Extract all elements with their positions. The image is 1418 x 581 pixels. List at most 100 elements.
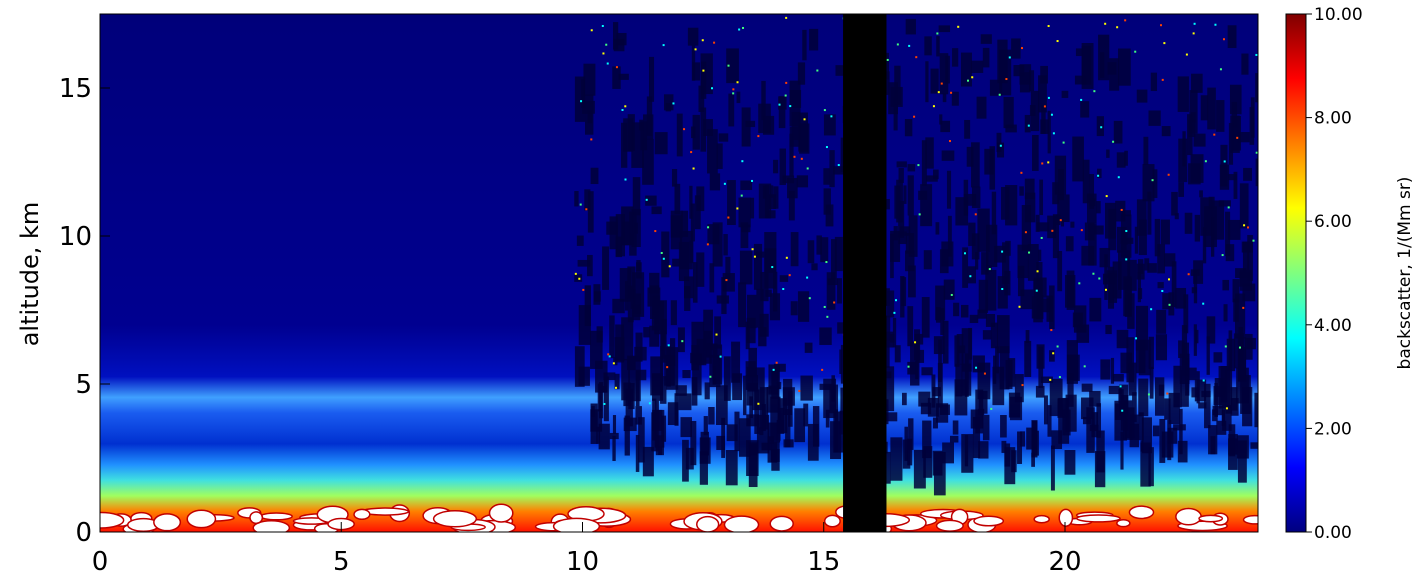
noise-patch (827, 278, 838, 286)
noise-speckle (974, 213, 977, 216)
noise-patch (1005, 185, 1018, 226)
noise-patch (743, 375, 747, 416)
noise-patch (1122, 232, 1128, 245)
noise-patch (1001, 440, 1007, 453)
noise-patch (967, 266, 976, 284)
noise-patch (753, 243, 763, 290)
noise-patch (996, 132, 1002, 152)
noise-patch (1089, 174, 1095, 209)
noise-patch (747, 294, 757, 329)
x-tick-label: 15 (807, 547, 840, 577)
noise-patch (1207, 87, 1216, 130)
noise-patch (613, 38, 625, 52)
noise-speckle (727, 64, 730, 67)
noise-speckle (1135, 337, 1138, 340)
noise-patch (1039, 179, 1044, 216)
noise-patch (685, 447, 694, 470)
noise-patch (978, 279, 989, 313)
noise-patch (995, 346, 999, 374)
noise-patch (597, 383, 603, 412)
noise-speckle (757, 135, 760, 138)
noise-patch (774, 363, 786, 372)
noise-patch (809, 28, 819, 51)
noise-patch (790, 232, 799, 267)
noise-patch (820, 237, 829, 263)
noise-speckle (785, 16, 788, 19)
noise-patch (1168, 292, 1175, 316)
noise-patch (1096, 403, 1102, 438)
saturated-blob (1128, 505, 1155, 520)
noise-patch (1112, 261, 1122, 299)
noise-patch (1106, 149, 1110, 158)
noise-patch (773, 159, 779, 174)
noise-patch (788, 391, 793, 427)
noise-patch (1114, 403, 1125, 421)
noise-patch (904, 119, 913, 137)
noise-speckle (1125, 230, 1128, 233)
noise-patch (612, 298, 625, 314)
noise-patch (1227, 174, 1237, 181)
noise-patch (890, 233, 894, 279)
noise-patch (709, 263, 715, 293)
noise-patch (831, 239, 837, 279)
noise-patch (1096, 201, 1101, 214)
noise-patch (1227, 25, 1237, 49)
noise-patch (643, 114, 654, 140)
noise-patch (914, 329, 921, 361)
saturated-blob (1175, 507, 1202, 526)
noise-patch (1226, 338, 1236, 372)
noise-speckle (798, 389, 801, 392)
noise-patch (769, 185, 774, 198)
noise-patch (1189, 90, 1198, 134)
noise-patch (921, 367, 933, 376)
noise-speckle (895, 299, 898, 302)
noise-speckle (715, 333, 718, 336)
noise-patch (615, 214, 625, 257)
noise-patch (807, 240, 815, 264)
noise-patch (942, 93, 947, 103)
noise-patch (1136, 263, 1145, 280)
noise-patch (768, 364, 780, 389)
noise-patch (714, 316, 722, 349)
noise-speckle (914, 341, 917, 344)
noise-patch (1164, 398, 1171, 420)
noise-patch (1223, 304, 1228, 322)
noise-speckle (1051, 229, 1054, 232)
noise-patch (1178, 182, 1185, 197)
noise-patch (1120, 431, 1124, 470)
noise-patch (1134, 226, 1139, 254)
y-axis-label: altitude, km (16, 202, 44, 347)
noise-patch (621, 358, 630, 401)
noise-speckle (648, 402, 651, 405)
noise-patch (1241, 53, 1249, 75)
noise-speckle (1035, 289, 1038, 292)
noise-patch (712, 344, 723, 385)
noise-patch (577, 259, 591, 267)
noise-speckle (742, 26, 745, 29)
noise-patch (956, 334, 964, 365)
noise-speckle (950, 91, 953, 94)
noise-patch (1147, 263, 1157, 273)
noise-speckle (1052, 132, 1055, 135)
noise-speckle (998, 93, 1001, 96)
noise-patch (756, 288, 764, 328)
noise-patch (1230, 115, 1240, 153)
noise-patch (739, 250, 753, 285)
noise-patch (963, 193, 977, 206)
noise-speckle (738, 28, 741, 31)
noise-patch (1159, 419, 1166, 463)
noise-patch (935, 285, 946, 321)
noise-speckle (694, 48, 697, 51)
noise-patch (1191, 387, 1199, 398)
noise-patch (931, 374, 936, 408)
noise-patch (652, 398, 657, 441)
saturated-blob (153, 513, 182, 532)
noise-patch (738, 197, 751, 228)
noise-patch (1135, 305, 1149, 351)
noise-patch (790, 301, 798, 316)
noise-patch (1116, 152, 1126, 168)
noise-patch (1033, 277, 1047, 298)
noise-speckle (1202, 302, 1205, 305)
noise-speckle (983, 372, 986, 375)
noise-patch (1241, 241, 1253, 253)
